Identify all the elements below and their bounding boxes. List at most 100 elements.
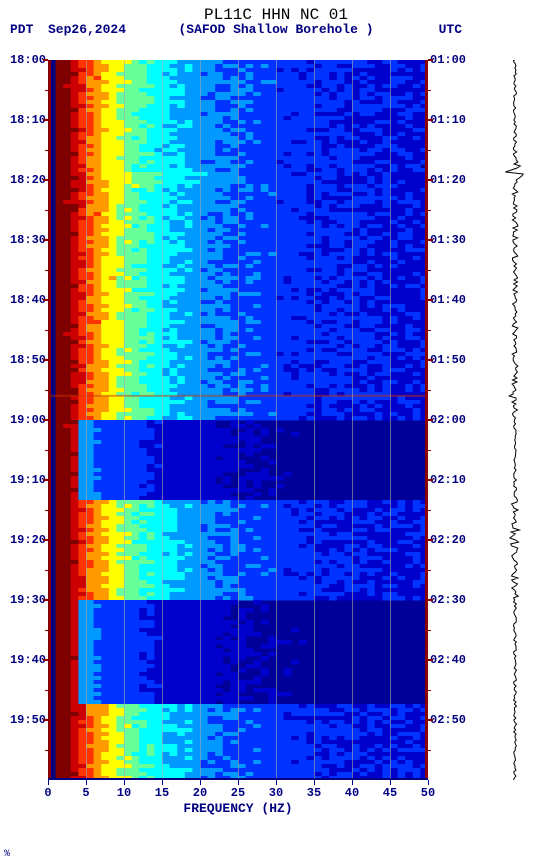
x-tick-label: 5 — [82, 786, 89, 800]
y-tick-mark — [428, 719, 433, 721]
y-tick-mark — [428, 419, 433, 421]
grid-line — [200, 60, 201, 780]
x-tick-label: 15 — [155, 786, 169, 800]
y-tick-left-label: 19:30 — [6, 593, 46, 607]
grid-line — [86, 60, 87, 780]
x-tick-mark — [238, 780, 239, 785]
x-tick-mark — [352, 780, 353, 785]
x-tick-mark — [48, 780, 49, 785]
y-minor-tick — [428, 330, 431, 331]
grid-line — [390, 60, 391, 780]
y-tick-right-label: 02:30 — [430, 593, 472, 607]
y-minor-tick — [428, 150, 431, 151]
y-tick-right-label: 01:30 — [430, 233, 472, 247]
y-tick-mark — [43, 119, 48, 121]
y-tick-mark — [428, 179, 433, 181]
y-minor-tick — [45, 90, 48, 91]
grid-line — [276, 60, 277, 780]
x-tick-label: 35 — [307, 786, 321, 800]
x-tick-mark — [314, 780, 315, 785]
y-minor-tick — [45, 450, 48, 451]
y-tick-right-label: 01:50 — [430, 353, 472, 367]
y-minor-tick — [428, 570, 431, 571]
y-tick-mark — [428, 539, 433, 541]
y-tick-mark — [43, 719, 48, 721]
y-tick-right-label: 02:00 — [430, 413, 472, 427]
y-tick-left-label: 18:40 — [6, 293, 46, 307]
grid-line — [162, 60, 163, 780]
x-tick-mark — [276, 780, 277, 785]
y-minor-tick — [45, 510, 48, 511]
y-minor-tick — [428, 270, 431, 271]
footnote: % — [4, 849, 10, 860]
y-minor-tick — [428, 690, 431, 691]
x-tick-mark — [124, 780, 125, 785]
y-tick-left-label: 18:10 — [6, 113, 46, 127]
y-tick-right-label: 01:10 — [430, 113, 472, 127]
x-tick-label: 50 — [421, 786, 435, 800]
x-tick-label: 0 — [44, 786, 51, 800]
grid-line — [314, 60, 315, 780]
y-tick-left-label: 19:40 — [6, 653, 46, 667]
grid-line — [124, 60, 125, 780]
x-tick-label: 10 — [117, 786, 131, 800]
y-tick-left-label: 18:50 — [6, 353, 46, 367]
y-tick-mark — [428, 479, 433, 481]
y-tick-mark — [43, 539, 48, 541]
y-minor-tick — [45, 630, 48, 631]
x-tick-mark — [200, 780, 201, 785]
y-tick-mark — [43, 179, 48, 181]
grid-line — [238, 60, 239, 780]
spectrogram-plot: 18:0018:1018:2018:3018:4018:5019:0019:10… — [48, 60, 428, 780]
x-tick-label: 30 — [269, 786, 283, 800]
y-tick-right-label: 01:40 — [430, 293, 472, 307]
x-axis-label: FREQUENCY (HZ) — [48, 801, 428, 816]
x-tick-label: 25 — [231, 786, 245, 800]
y-minor-tick — [428, 450, 431, 451]
y-minor-tick — [45, 210, 48, 211]
x-tick-mark — [428, 780, 429, 785]
y-minor-tick — [428, 510, 431, 511]
y-tick-mark — [43, 239, 48, 241]
station-label: (SAFOD Shallow Borehole ) — [0, 22, 552, 37]
y-tick-left-label: 18:20 — [6, 173, 46, 187]
y-tick-right-label: 02:10 — [430, 473, 472, 487]
y-minor-tick — [45, 330, 48, 331]
y-minor-tick — [45, 690, 48, 691]
y-tick-mark — [428, 599, 433, 601]
y-tick-left-label: 19:00 — [6, 413, 46, 427]
y-tick-mark — [428, 659, 433, 661]
y-tick-mark — [428, 359, 433, 361]
x-tick-mark — [162, 780, 163, 785]
seismogram-trace — [500, 60, 530, 780]
y-tick-mark — [428, 299, 433, 301]
y-axis-left-border — [48, 60, 51, 780]
y-tick-mark — [43, 59, 48, 61]
x-tick-mark — [390, 780, 391, 785]
y-tick-mark — [428, 119, 433, 121]
y-minor-tick — [45, 750, 48, 751]
x-tick-label: 20 — [193, 786, 207, 800]
x-tick-label: 40 — [345, 786, 359, 800]
y-tick-left-label: 19:50 — [6, 713, 46, 727]
right-timezone-label: UTC — [439, 22, 462, 37]
y-tick-right-label: 01:20 — [430, 173, 472, 187]
x-tick-label: 45 — [383, 786, 397, 800]
y-tick-mark — [43, 599, 48, 601]
y-tick-right-label: 02:40 — [430, 653, 472, 667]
chart-container: PL11C HHN NC 01 PDT Sep26,2024 (SAFOD Sh… — [0, 0, 552, 864]
y-tick-mark — [43, 299, 48, 301]
y-tick-left-label: 18:30 — [6, 233, 46, 247]
y-minor-tick — [45, 390, 48, 391]
y-tick-mark — [428, 59, 433, 61]
y-minor-tick — [428, 90, 431, 91]
y-tick-mark — [428, 239, 433, 241]
y-tick-left-label: 19:20 — [6, 533, 46, 547]
y-minor-tick — [45, 150, 48, 151]
y-tick-mark — [43, 479, 48, 481]
y-tick-mark — [43, 359, 48, 361]
y-minor-tick — [45, 270, 48, 271]
grid-line — [352, 60, 353, 780]
y-minor-tick — [428, 750, 431, 751]
y-minor-tick — [428, 390, 431, 391]
